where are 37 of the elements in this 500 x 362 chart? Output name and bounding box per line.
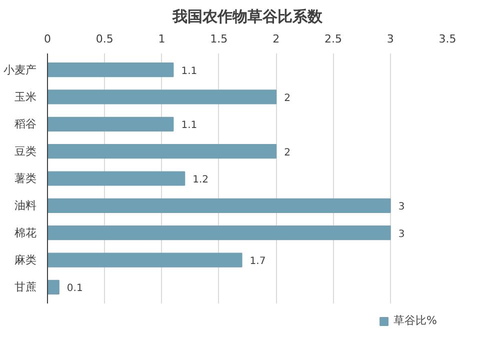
bar	[48, 171, 186, 186]
data-label: 3	[398, 202, 405, 213]
bar	[48, 62, 174, 78]
y-tick-label: 麻类	[14, 254, 36, 267]
data-label: 1.1	[181, 120, 198, 132]
x-tick-label: 3.5	[438, 32, 456, 46]
data-label: 0.1	[66, 283, 83, 294]
data-label: 1.2	[192, 174, 209, 186]
y-tick-label: 薯类	[14, 172, 36, 185]
bar	[48, 226, 391, 240]
y-tick-label: 油料	[14, 199, 36, 212]
x-tick-label: 2	[272, 32, 280, 46]
x-tick-label: 0.5	[96, 32, 114, 46]
y-tick-label: 稻谷	[14, 118, 36, 131]
bar	[48, 116, 174, 132]
data-label: 2	[284, 147, 290, 158]
x-tick-label: 0	[44, 32, 51, 46]
y-tick-label: 甘蔗	[14, 280, 36, 294]
bar	[48, 198, 391, 213]
chart-title: 我国农作物草谷比系数	[172, 8, 324, 26]
y-tick-label: 豆类	[14, 144, 36, 158]
bar	[48, 280, 60, 294]
bar	[48, 252, 242, 268]
x-tick-label: 1.5	[210, 32, 228, 46]
data-label: 3	[398, 228, 405, 240]
bar	[48, 90, 277, 104]
bar	[48, 144, 277, 159]
y-tick-label: 玉米	[14, 90, 36, 104]
data-label: 1.7	[250, 256, 266, 268]
y-tick-label: 小麦产	[4, 63, 36, 76]
data-label: 2	[284, 92, 290, 104]
x-tick-label: 3	[386, 32, 394, 46]
data-label: 1.1	[181, 66, 198, 77]
x-tick-label: 1	[158, 32, 166, 46]
y-tick-label: 棉花	[14, 226, 36, 240]
legend-label: 草谷比%	[394, 313, 437, 328]
x-tick-label: 2.5	[324, 32, 342, 46]
